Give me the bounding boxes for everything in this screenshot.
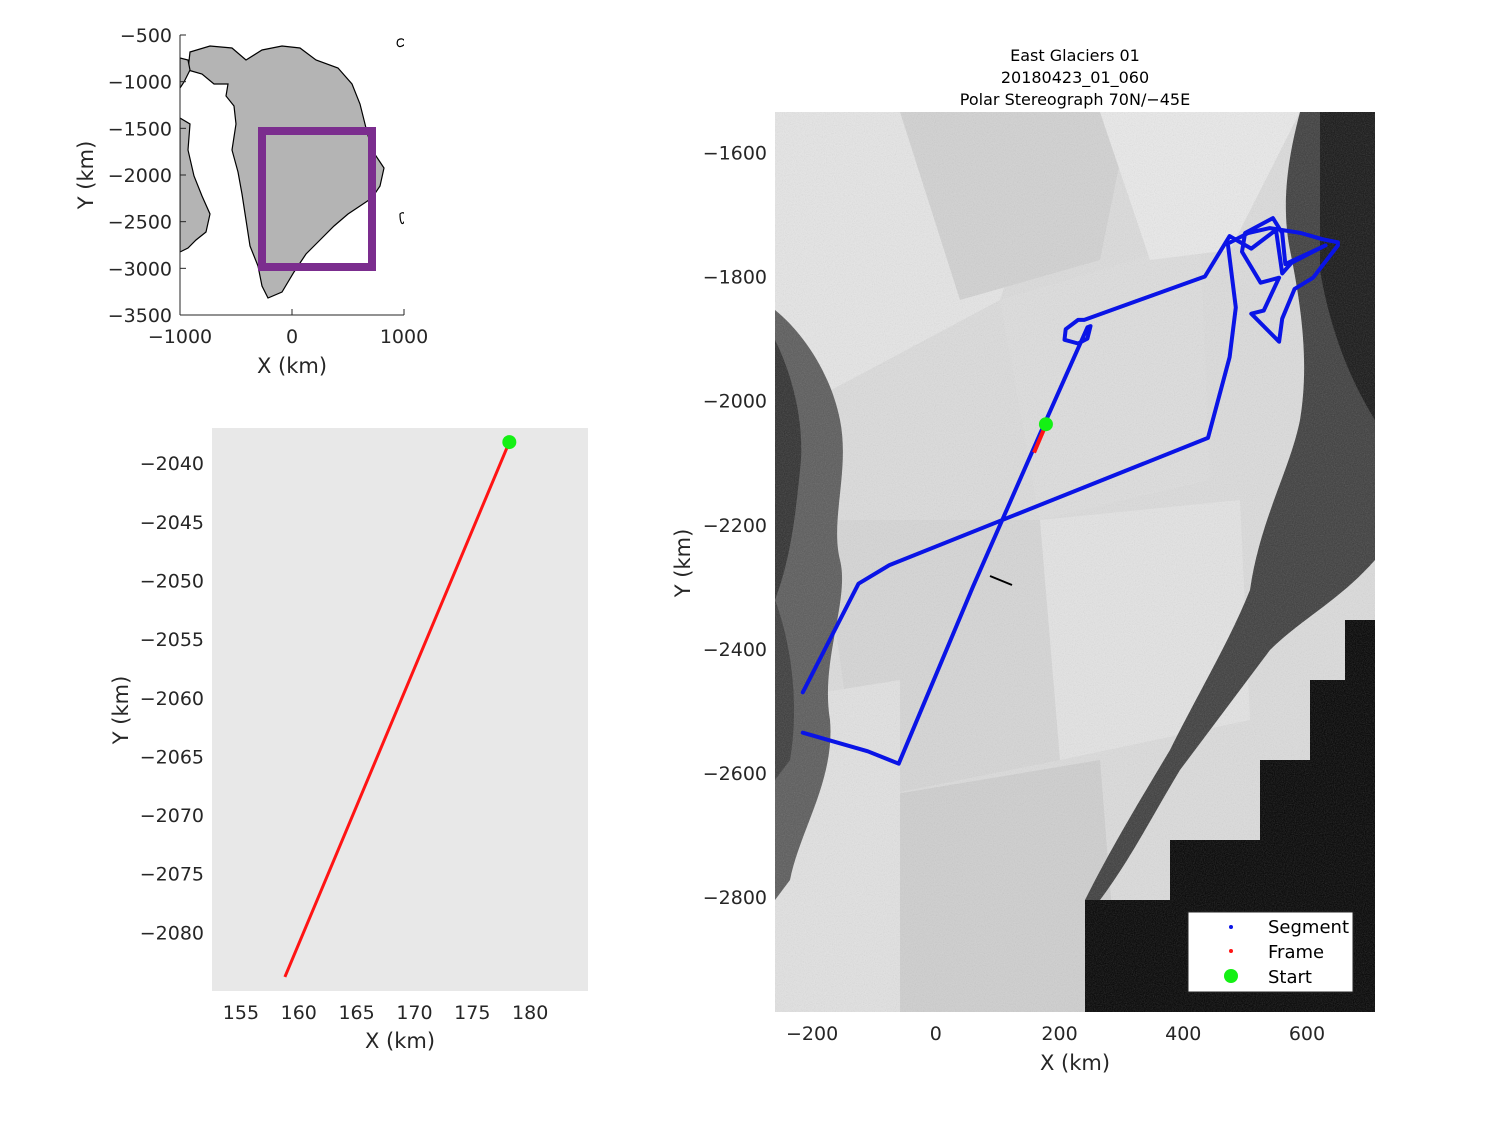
legend-frame-label: Frame — [1268, 942, 1324, 963]
x-tick-label: 155 — [223, 1002, 259, 1024]
y-tick-label: −2075 — [140, 864, 204, 886]
y-tick-label: −2800 — [703, 887, 767, 909]
satellite-basemap — [775, 112, 1375, 1012]
start-marker — [502, 435, 517, 450]
legend-segment-label: Segment — [1268, 917, 1349, 938]
main-axes: East Glaciers 01 20180423_01_060 Polar S… — [671, 46, 1375, 1075]
y-tick-label: −1500 — [108, 118, 172, 140]
main-title-line3: Polar Stereograph 70N/−45E — [960, 90, 1190, 109]
x-tick-label: 0 — [286, 326, 298, 348]
segment-flight-line — [800, 216, 1340, 766]
ellesmere-island — [180, 117, 211, 253]
start-marker — [1038, 417, 1053, 432]
greenland-landmass — [187, 45, 385, 299]
legend-start-marker — [1224, 969, 1238, 983]
y-tick-label: −2080 — [140, 922, 204, 944]
y-tick-label: −2040 — [140, 453, 204, 475]
legend: Segment Frame Start — [1187, 911, 1354, 993]
y-tick-label: −2500 — [108, 212, 172, 234]
x-tick-label: 1000 — [380, 326, 428, 348]
legend-box — [1187, 911, 1354, 993]
frame-track-line — [283, 441, 511, 978]
main-x-label: X (km) — [1040, 1051, 1110, 1075]
y-tick-label: −2065 — [140, 746, 204, 768]
overview-map-layer — [180, 38, 404, 299]
y-tick-label: −2055 — [140, 629, 204, 651]
y-tick-label: −3500 — [108, 305, 172, 327]
x-tick-label: 170 — [396, 1002, 432, 1024]
legend-frame-marker — [1229, 949, 1233, 953]
legend-start-label: Start — [1268, 967, 1312, 988]
x-tick-label: 175 — [454, 1002, 490, 1024]
y-tick-label: −2600 — [703, 763, 767, 785]
x-tick-label: 160 — [281, 1002, 317, 1024]
main-x-ticks: −200 0 200 400 600 — [786, 1023, 1325, 1045]
x-tick-label: 180 — [512, 1002, 548, 1024]
zoom-y-ticks: −2040 −2045 −2050 −2055 −2060 −2065 −2070 −2075… — [140, 453, 204, 944]
ellesmere-north — [180, 57, 191, 90]
y-tick-label: −2045 — [140, 512, 204, 534]
zoom-axes: −2040 −2045 −2050 −2055 −2060 −2065 −2070 −2075… — [109, 428, 588, 1053]
x-tick-label: 400 — [1165, 1023, 1201, 1045]
zoom-data-layer — [283, 435, 517, 978]
zoom-x-label: X (km) — [365, 1029, 435, 1053]
x-tick-label: 165 — [338, 1002, 374, 1024]
y-tick-label: −2070 — [140, 805, 204, 827]
overview-x-ticks: −1000 0 1000 — [148, 309, 428, 348]
zoom-y-label: Y (km) — [109, 676, 133, 746]
zoom-x-ticks: 155 160 165 170 175 180 — [223, 1002, 548, 1024]
y-tick-label: −500 — [120, 25, 172, 47]
x-tick-label: 200 — [1041, 1023, 1077, 1045]
x-tick-label: 600 — [1289, 1023, 1325, 1045]
y-tick-label: −1000 — [108, 72, 172, 94]
svalbard-islet — [396, 38, 404, 48]
legend-segment-marker — [1229, 925, 1233, 929]
overview-axes: −500 −1000 −1500 −2000 −2500 −3000 −3500 −1000… — [74, 25, 428, 378]
region-extent-box — [258, 127, 376, 271]
x-tick-label: −200 — [786, 1023, 838, 1045]
overview-x-label: X (km) — [257, 354, 327, 378]
y-tick-label: −1600 — [703, 142, 767, 164]
main-y-ticks: −1600 −1800 −2000 −2200 −2400 −2600 −2800 — [703, 142, 767, 909]
y-tick-label: −2400 — [703, 639, 767, 661]
main-y-label: Y (km) — [671, 529, 695, 599]
x-tick-label: −1000 — [148, 326, 212, 348]
overview-y-label: Y (km) — [74, 141, 98, 211]
x-tick-label: 0 — [930, 1023, 942, 1045]
zoom-plot-area — [212, 428, 588, 991]
y-tick-label: −2000 — [108, 165, 172, 187]
overview-y-ticks: −500 −1000 −1500 −2000 −2500 −3000 −3500 — [108, 25, 186, 327]
y-tick-label: −2200 — [703, 515, 767, 537]
main-title-line1: East Glaciers 01 — [1010, 46, 1140, 65]
y-tick-label: −2050 — [140, 570, 204, 592]
y-tick-label: −3000 — [108, 258, 172, 280]
iceland-edge — [399, 212, 404, 225]
main-data-layer — [800, 216, 1340, 766]
main-title-line2: 20180423_01_060 — [1001, 68, 1149, 88]
y-tick-label: −2060 — [140, 688, 204, 710]
y-tick-label: −2000 — [703, 391, 767, 413]
y-tick-label: −1800 — [703, 266, 767, 288]
